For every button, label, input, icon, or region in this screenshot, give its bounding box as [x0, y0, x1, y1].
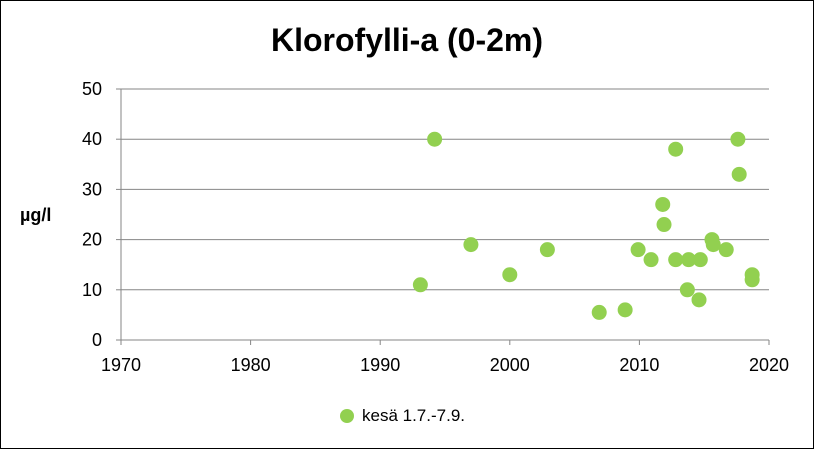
data-point [668, 252, 684, 268]
x-tick-label: 2000 [490, 355, 530, 375]
data-point [643, 252, 659, 268]
data-point [539, 242, 555, 258]
data-point [718, 242, 734, 258]
y-tick-label: 40 [82, 129, 102, 149]
data-point [731, 166, 747, 182]
legend-marker [340, 409, 354, 423]
data-point [412, 277, 428, 293]
data-point [427, 131, 443, 147]
y-tick-label: 50 [82, 79, 102, 99]
data-point [681, 252, 697, 268]
data-point [692, 252, 708, 268]
x-tick-label: 1990 [360, 355, 400, 375]
gridlines [121, 88, 769, 291]
data-point [679, 282, 695, 298]
y-tick-label: 30 [82, 179, 102, 199]
chart-title: Klorofylli-a (0-2m) [270, 22, 544, 58]
data-point [502, 267, 518, 283]
data-point [655, 196, 671, 212]
data-point [591, 304, 607, 320]
x-tick-label: 1980 [231, 355, 271, 375]
y-tick-label: 10 [82, 280, 102, 300]
x-tick-label: 1970 [101, 355, 141, 375]
data-point [617, 302, 633, 318]
data-point [668, 141, 684, 157]
y-tick-label: 0 [92, 330, 102, 350]
x-tick-label: 2010 [619, 355, 659, 375]
data-point [744, 272, 760, 288]
data-point [656, 217, 672, 233]
tick-labels: 0 10 20 30 40 50 1970 1980 1990 2000 2010 2020 [82, 79, 789, 375]
legend-label-series: kesä 1.7.-7.9. [362, 406, 466, 425]
y-axis-label: µg/l [20, 205, 51, 225]
axes [116, 88, 770, 345]
data-point [463, 237, 479, 253]
y-tick-label: 20 [82, 230, 102, 250]
data-point [691, 292, 707, 308]
data-point [730, 131, 746, 147]
data-point [705, 237, 721, 253]
x-tick-label: 2020 [749, 355, 789, 375]
data-point [630, 242, 646, 258]
legend: kesä 1.7.-7.9. [340, 404, 465, 428]
data-points [412, 131, 760, 320]
